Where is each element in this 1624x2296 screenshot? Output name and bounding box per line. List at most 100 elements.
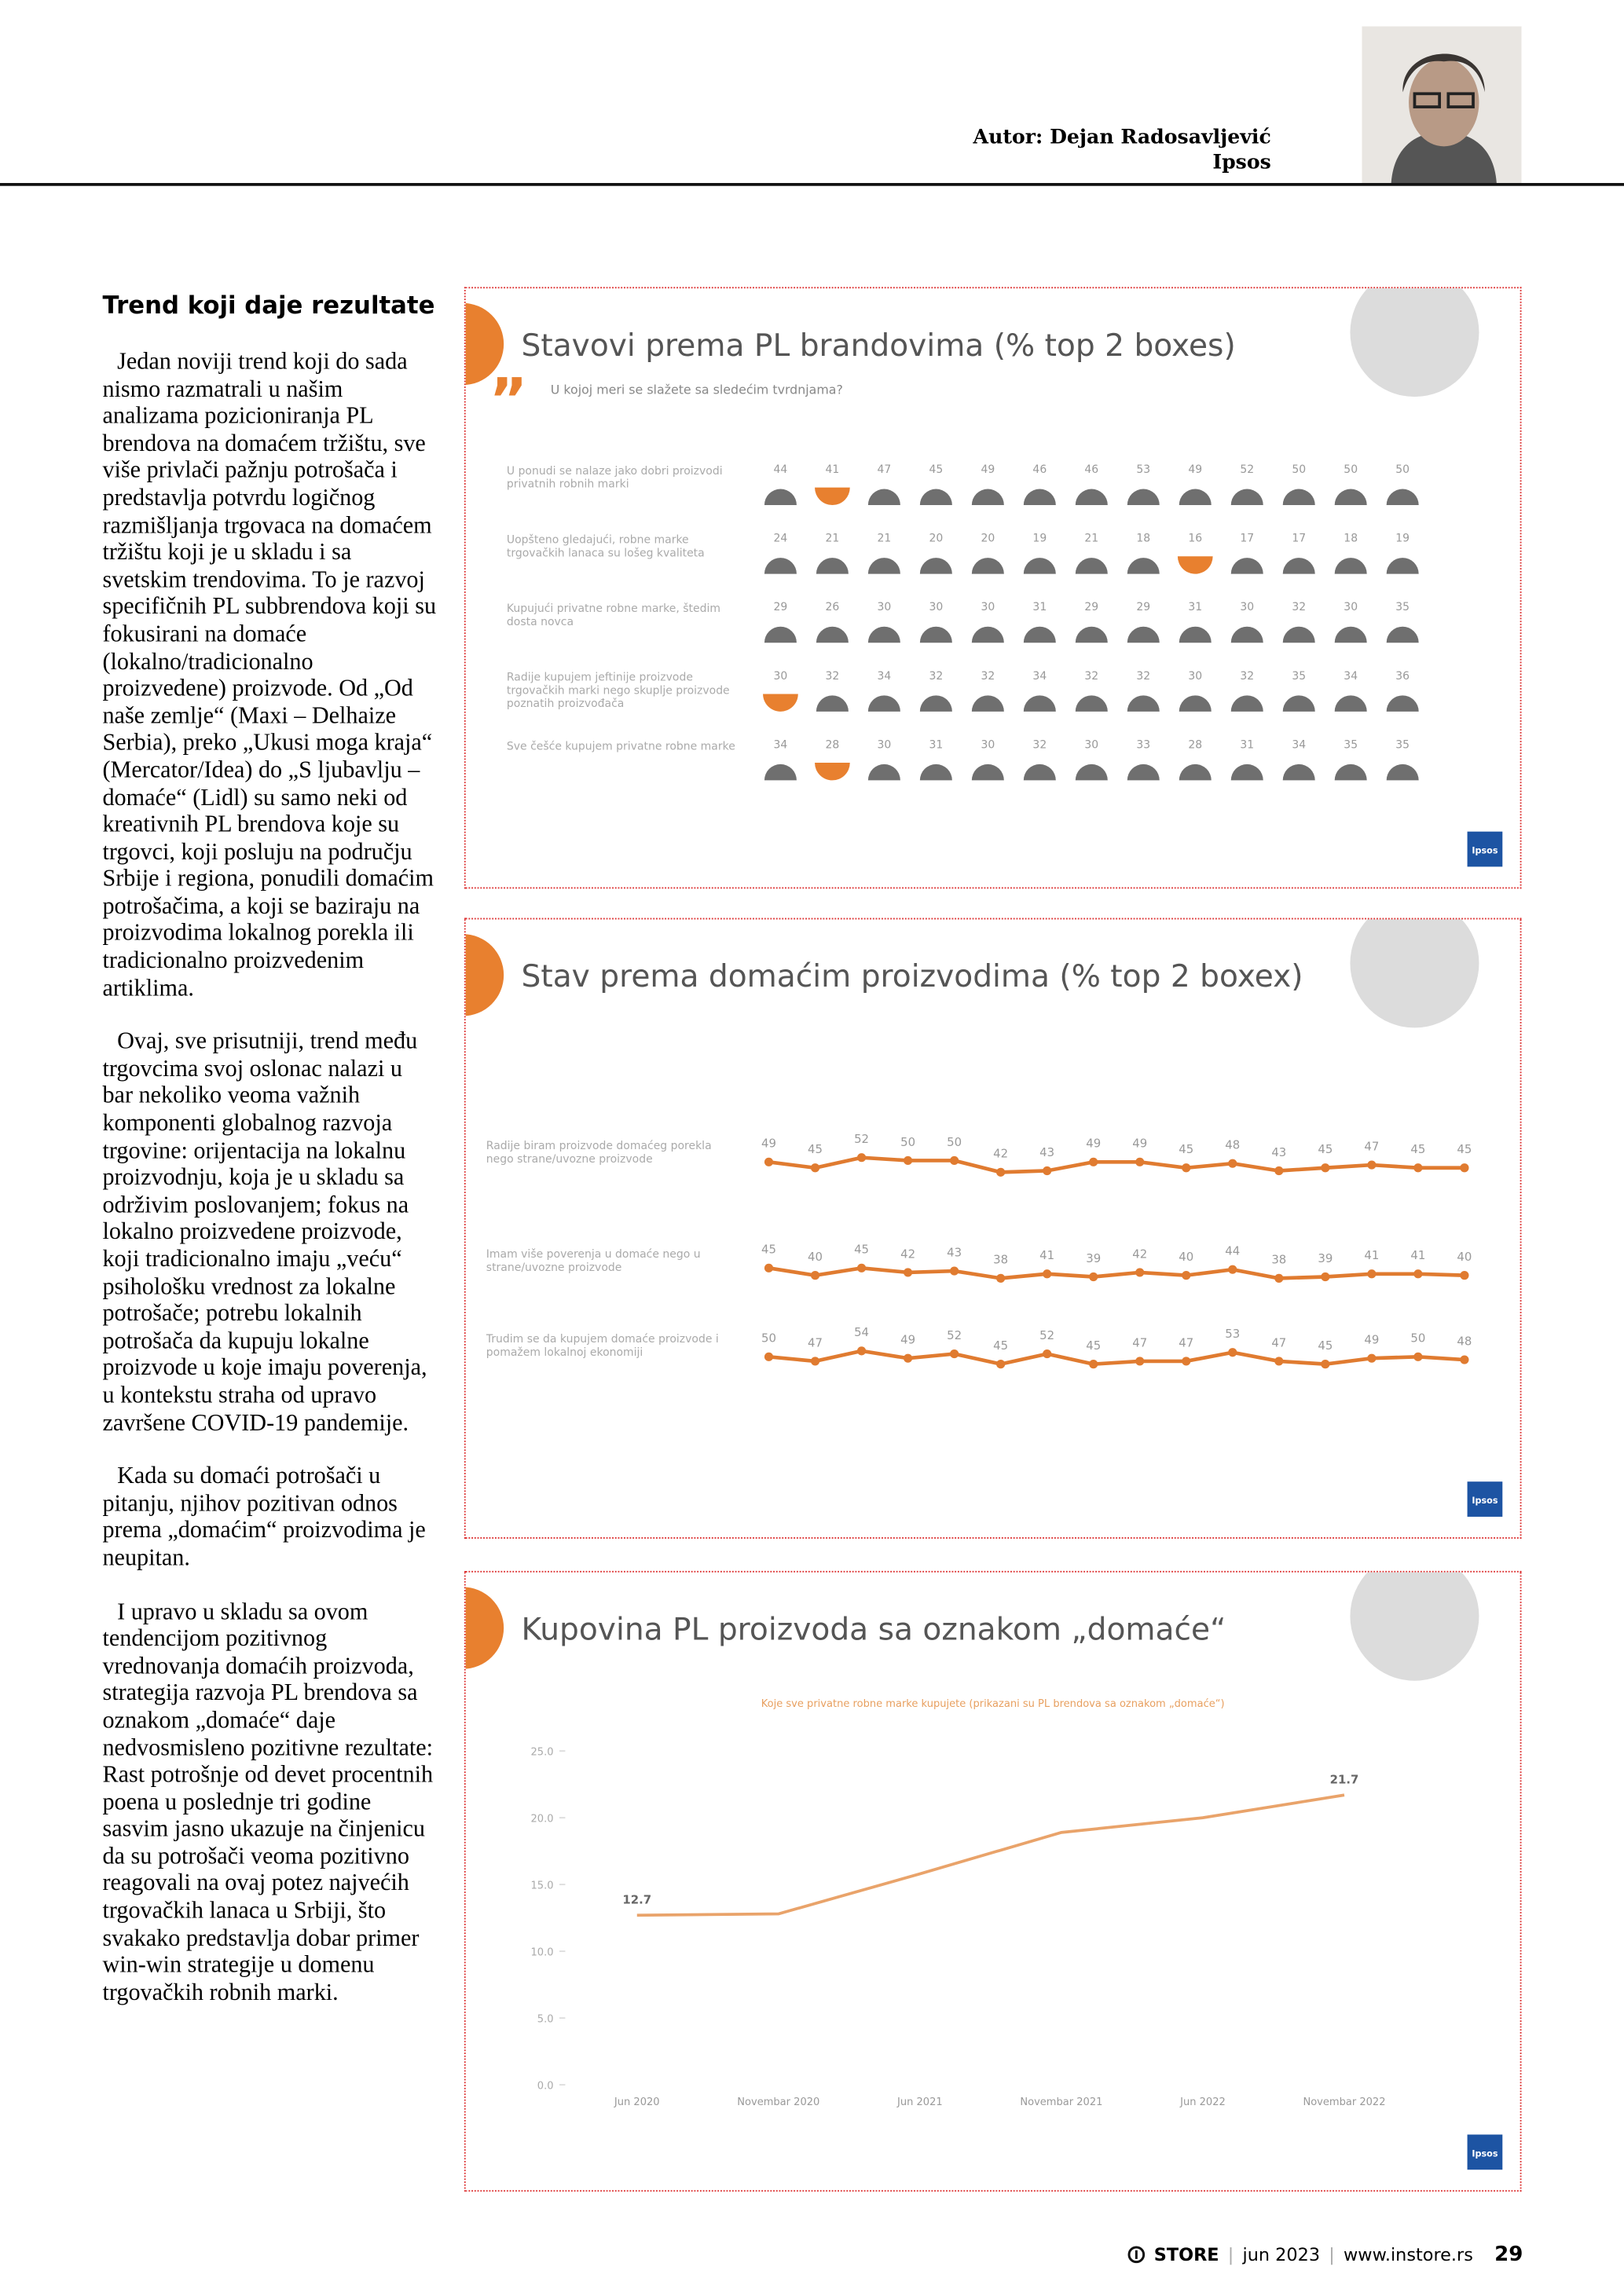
icon: [1282, 764, 1315, 781]
point: [1321, 1163, 1330, 1173]
y-tick-label: 0.0: [537, 2081, 554, 2093]
value-label: 30: [929, 601, 943, 613]
series-line: [768, 1155, 1465, 1174]
point: [1089, 1157, 1098, 1166]
value-label: 45: [993, 1338, 1008, 1353]
value-label: 47: [1132, 1335, 1147, 1349]
series-line: [768, 1265, 1465, 1280]
x-tick-label: Novembar 2020: [737, 2096, 819, 2108]
icon: [1230, 695, 1263, 712]
row-label-box: Imam više poverenja u domaće nego u stra…: [486, 1247, 701, 1274]
value-label: 30: [981, 738, 995, 751]
value-label: 41: [1364, 1248, 1379, 1262]
decor-circle: [1350, 288, 1479, 397]
value-label: 50: [947, 1135, 962, 1149]
y-tick-label: 15.0: [531, 1880, 554, 1892]
value-label: 49: [1086, 1137, 1101, 1151]
value-label: 50: [1344, 463, 1358, 476]
value-label: 47: [1179, 1335, 1193, 1349]
icon: [1023, 764, 1056, 781]
value-label: 31: [1032, 601, 1047, 613]
icon: [971, 626, 1004, 643]
page-number: 29: [1494, 2243, 1523, 2267]
value-label: 30: [1188, 670, 1202, 683]
icon: [1023, 489, 1056, 506]
point: [1413, 1163, 1423, 1173]
icon: [971, 489, 1004, 506]
chart-title: Stavovi prema PL brandovima (% top 2 box…: [522, 328, 1236, 364]
value-label: 46: [1084, 463, 1098, 476]
value-label: 43: [1271, 1145, 1286, 1159]
icon: [1386, 764, 1419, 781]
value-label: 52: [947, 1328, 962, 1342]
author-name: Autor: Dejan Radosavljević: [973, 126, 1271, 150]
point: [1182, 1163, 1191, 1173]
icon: [764, 558, 797, 574]
value-label: 20: [929, 533, 943, 545]
icon: [1127, 558, 1160, 574]
value-label: 36: [1395, 670, 1410, 683]
icon: [1386, 626, 1419, 643]
point: [1413, 1269, 1423, 1279]
decor-circle: [1350, 919, 1479, 1028]
value-label: 35: [1292, 670, 1306, 683]
value-label: 47: [1364, 1139, 1379, 1153]
value-label: 45: [929, 463, 943, 476]
icon: [1023, 558, 1056, 574]
logo: Ipsos: [1472, 1496, 1498, 1506]
point: [1135, 1157, 1145, 1166]
row-label-box: Radije kupujem jeftinije proizvode trgov…: [507, 671, 730, 710]
series-line: [768, 1349, 1465, 1367]
logo-box: [1467, 2134, 1503, 2170]
value-label: 31: [929, 738, 943, 751]
value-label: 34: [1292, 738, 1306, 751]
value-label: 49: [1188, 463, 1202, 476]
point: [856, 1263, 867, 1273]
value-label: 45: [1179, 1142, 1193, 1156]
point: [950, 1349, 959, 1359]
value-label: 35: [1344, 738, 1358, 751]
row-label: Radije biram proizvode domaćeg porekla n…: [486, 1139, 712, 1166]
paragraph: I upravo u skladu sa ovom tendencijom po…: [102, 1598, 434, 2006]
header-rule: [0, 182, 1624, 186]
value-label: 33: [1136, 738, 1150, 751]
value-label: 34: [877, 670, 891, 683]
value-label: 35: [1395, 601, 1410, 613]
value-label: 50: [1410, 1331, 1425, 1346]
x-tick-label: Jun 2021: [896, 2096, 943, 2108]
icon: [867, 489, 900, 506]
value-label: 31: [1188, 601, 1202, 613]
icon: [1334, 695, 1367, 712]
row-label: Uopšteno gledajući, robne marke trgovačk…: [506, 533, 705, 559]
value-label: 30: [877, 601, 891, 613]
value-label: 32: [1084, 670, 1098, 683]
decor-accent: [465, 302, 504, 386]
point: [810, 1271, 820, 1280]
icon: [1334, 626, 1367, 643]
icon: [816, 695, 849, 712]
value-label: 41: [1410, 1248, 1425, 1262]
icon: [1023, 626, 1056, 643]
value-label: 49: [1364, 1333, 1379, 1347]
row-label-box: Sve češće kupujem privatne robne marke: [507, 739, 735, 753]
icon: [1127, 764, 1160, 781]
row-label: Kupujući privatne robne marke, štedim do…: [506, 602, 720, 628]
value-label: 31: [1240, 738, 1254, 751]
icon: [1386, 558, 1419, 574]
footer: STORE | jun 2023 | www.instore.rs 29: [1127, 2243, 1523, 2266]
logo: Ipsos: [1472, 846, 1498, 856]
icon: [971, 558, 1004, 574]
value-label: 40: [1179, 1250, 1193, 1264]
icon: [1230, 558, 1263, 574]
value-label: 21: [1084, 533, 1098, 545]
value-label: 49: [900, 1333, 915, 1347]
point: [1043, 1166, 1052, 1176]
figure: Stavovi prema PL brandovima (% top 2 box…: [464, 287, 1522, 889]
value-label: 53: [1225, 1327, 1240, 1341]
value-label: 21.7: [1330, 1772, 1359, 1786]
icon: [1075, 695, 1108, 712]
icon: [764, 764, 797, 781]
icon: [971, 695, 1004, 712]
article-column: Trend koji daje rezultate Jedan noviji t…: [102, 292, 436, 2033]
